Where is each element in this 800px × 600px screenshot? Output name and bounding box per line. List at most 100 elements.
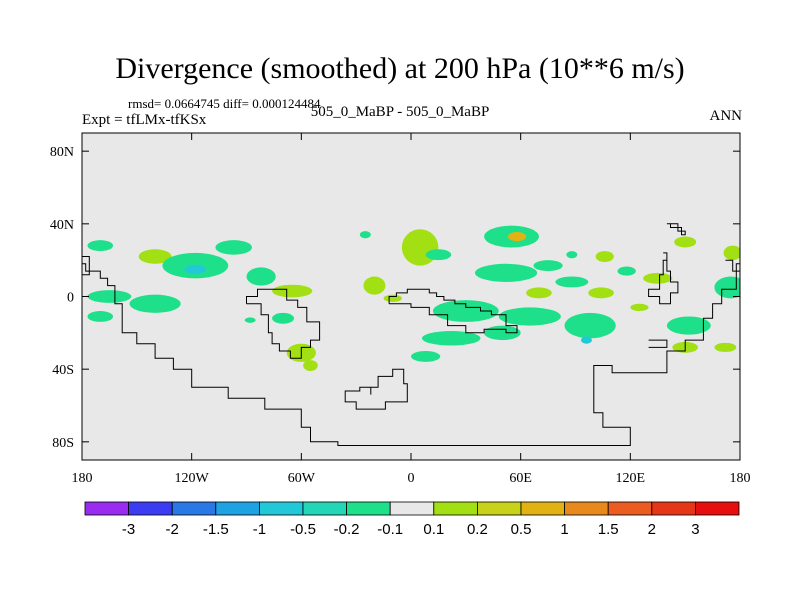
colorbar-box-2 — [171, 501, 217, 516]
colorbar-box-3 — [215, 501, 260, 516]
map-background — [82, 133, 740, 460]
colorbar-label-8: 0.2 — [467, 521, 488, 538]
colorbar-label-6: -0.1 — [377, 521, 403, 538]
y-tick-label-0: 80N — [50, 145, 74, 160]
field-contour-35 — [643, 272, 673, 284]
x-tick-label-5: 120E — [616, 471, 646, 486]
stats-label: rmsd= 0.0664745 diff= 0.000124484 — [128, 96, 321, 111]
y-tick-label-1: 40N — [50, 218, 74, 233]
field-contour-20 — [411, 351, 441, 362]
field-contour-24 — [533, 260, 563, 272]
case-label: 505_0_MaBP - 505_0_MaBP — [310, 104, 490, 120]
field-contour-29 — [580, 336, 592, 344]
field-contour-30 — [555, 276, 589, 288]
experiment-label: Expt = tfLMx-tfKSx — [82, 112, 207, 128]
chart-title: Divergence (smoothed) at 200 hPa (10**6 … — [115, 52, 685, 85]
field-contour-14 — [383, 294, 402, 302]
colorbar-box-12 — [607, 501, 653, 516]
colorbar-box-14 — [695, 501, 740, 516]
colorbar-box-0 — [84, 501, 129, 516]
axes: 180 120W 60W 0 60E 120E 180 80N 40N 0 40S 80S — [50, 133, 751, 486]
field-contour-5 — [184, 264, 207, 274]
y-tick-label-4: 80S — [52, 436, 74, 451]
field-contour-34 — [617, 266, 636, 276]
field-contour-25 — [526, 287, 552, 299]
field-contour-15 — [401, 229, 439, 266]
colorbar-box-8 — [433, 501, 478, 516]
colorbar-label-0: -3 — [122, 521, 135, 538]
field-contour-36 — [630, 303, 649, 312]
field-contour-26 — [498, 307, 561, 326]
coastline-8 — [648, 339, 668, 348]
field-contour-2 — [87, 311, 114, 322]
colorbar-box-11 — [564, 501, 609, 516]
colorbar: -3 -2 -1.5 -1 -0.5 -0.2 -0.1 0.1 0.2 0.5 1 1.5 2 3 — [84, 501, 740, 538]
x-tick-label-4: 60E — [509, 471, 532, 486]
colorbar-label-11: 1.5 — [598, 521, 619, 538]
field-contour-18 — [432, 300, 499, 322]
colorbar-box-4 — [258, 501, 304, 516]
coastline-5 — [666, 223, 686, 236]
colorbar-box-10 — [520, 501, 565, 516]
y-tick-label-2: 0 — [67, 291, 74, 306]
field-contour-9 — [272, 284, 313, 298]
field-contour-41 — [674, 236, 697, 248]
coastline-2 — [246, 288, 321, 359]
colorbar-box-6 — [346, 501, 391, 516]
coastline-4 — [344, 368, 408, 410]
field-contour-0 — [87, 240, 114, 252]
colorbar-label-13: 3 — [691, 521, 699, 538]
field-contour-1 — [87, 290, 132, 303]
colorbar-box-1 — [128, 501, 173, 516]
field-contour-11 — [303, 360, 318, 371]
field-contour-17 — [359, 231, 371, 239]
coastlines — [82, 223, 740, 446]
colorbar-box-5 — [302, 501, 347, 516]
colorbar-label-7: 0.1 — [423, 521, 444, 538]
field-contour-16 — [425, 249, 452, 261]
colorbar-box-13 — [651, 501, 696, 516]
season-label: ANN — [709, 108, 743, 124]
field-contour-33 — [566, 251, 578, 259]
divergence-field — [87, 225, 740, 371]
colorbar-label-12: 2 — [648, 521, 656, 538]
field-contour-13 — [363, 276, 386, 295]
coastline-7 — [725, 259, 740, 272]
colorbar-label-1: -2 — [166, 521, 179, 538]
field-contour-37 — [666, 316, 711, 335]
field-contour-39 — [714, 276, 740, 299]
field-contour-40 — [723, 245, 740, 261]
field-contour-23 — [474, 263, 538, 282]
coastline-3 — [388, 288, 518, 334]
colorbar-label-9: 0.5 — [511, 521, 532, 538]
field-contour-42 — [714, 342, 737, 352]
colorbar-label-10: 1 — [560, 521, 568, 538]
field-contour-3 — [138, 249, 172, 264]
x-tick-label-0: 180 — [72, 471, 93, 486]
coastline-0 — [82, 263, 740, 446]
colorbar-label-5: -0.2 — [334, 521, 360, 538]
y-tick-label-3: 40S — [52, 363, 74, 378]
field-contour-12 — [244, 317, 256, 323]
field-contour-7 — [215, 240, 252, 255]
field-contour-8 — [246, 267, 276, 286]
field-contour-31 — [588, 287, 614, 299]
field-contour-6 — [129, 294, 181, 313]
colorbar-label-4: -0.5 — [290, 521, 316, 538]
x-tick-label-6: 180 — [730, 471, 751, 486]
field-contour-32 — [595, 251, 614, 262]
field-contour-43 — [272, 312, 295, 324]
colorbar-label-3: -1 — [253, 521, 266, 538]
field-contour-28 — [564, 312, 616, 339]
coastline-1 — [82, 256, 90, 276]
colorbar-label-2: -1.5 — [203, 521, 229, 538]
colorbar-box-7 — [389, 501, 435, 516]
x-tick-label-1: 120W — [175, 471, 210, 486]
x-tick-label-3: 0 — [408, 471, 415, 486]
field-contour-22 — [507, 232, 527, 242]
x-tick-label-2: 60W — [288, 471, 316, 486]
colorbar-box-9 — [476, 501, 522, 516]
field-contour-19 — [421, 331, 481, 346]
coastline-6 — [648, 252, 679, 305]
